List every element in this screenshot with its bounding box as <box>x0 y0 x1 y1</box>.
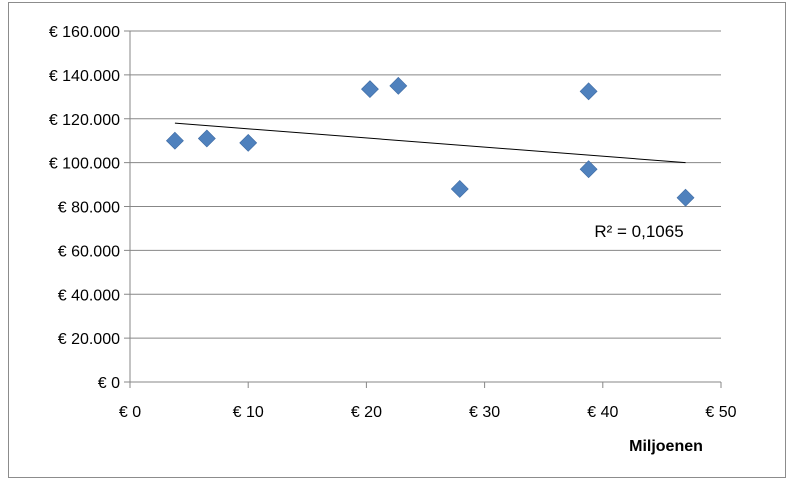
y-tick-label-6: € 120.000 <box>49 112 120 129</box>
data-point-8 <box>676 188 695 207</box>
trendline-group <box>174 122 686 164</box>
y-tick-label-8: € 160.000 <box>49 24 120 41</box>
y-tick-label-5: € 100.000 <box>49 156 120 173</box>
y-tick-label-3: € 60.000 <box>58 243 120 260</box>
y-tick-label-0: € 0 <box>98 375 120 392</box>
x-axis-label: Miljoenen <box>629 438 703 455</box>
data-point-3 <box>361 80 379 99</box>
y-tick-labels: € 0 € 20.000 € 40.000 € 60.000 € 80.000 € 100… <box>49 24 120 392</box>
y-tick-label-7: € 140.000 <box>49 68 120 85</box>
data-point-2 <box>239 133 258 152</box>
data-point-4 <box>389 76 408 95</box>
x-tick-label-4: € 40 <box>587 404 618 421</box>
data-point-6 <box>579 82 598 101</box>
y-tick-label-2: € 40.000 <box>58 287 120 304</box>
y-tick-label-4: € 80.000 <box>58 200 120 217</box>
x-tick-label-1: € 10 <box>233 404 264 421</box>
x-tick-label-5: € 50 <box>705 404 736 421</box>
x-tick-label-2: € 20 <box>351 404 382 421</box>
gridlines <box>130 30 721 339</box>
x-tick-label-3: € 30 <box>469 404 500 421</box>
data-point-7 <box>579 160 598 179</box>
r-squared-label: R² = 0,1065 <box>594 222 683 241</box>
y-tick-label-1: € 20.000 <box>58 331 120 348</box>
data-point-0 <box>165 131 184 150</box>
data-point-1 <box>197 129 216 148</box>
x-tick-labels: € 0 € 10 € 20 € 30 € 40 € 50 <box>119 404 737 421</box>
trendline <box>174 122 686 164</box>
x-tick-label-0: € 0 <box>119 404 141 421</box>
axes <box>124 30 722 388</box>
data-points <box>165 76 695 207</box>
data-point-5 <box>450 180 469 198</box>
